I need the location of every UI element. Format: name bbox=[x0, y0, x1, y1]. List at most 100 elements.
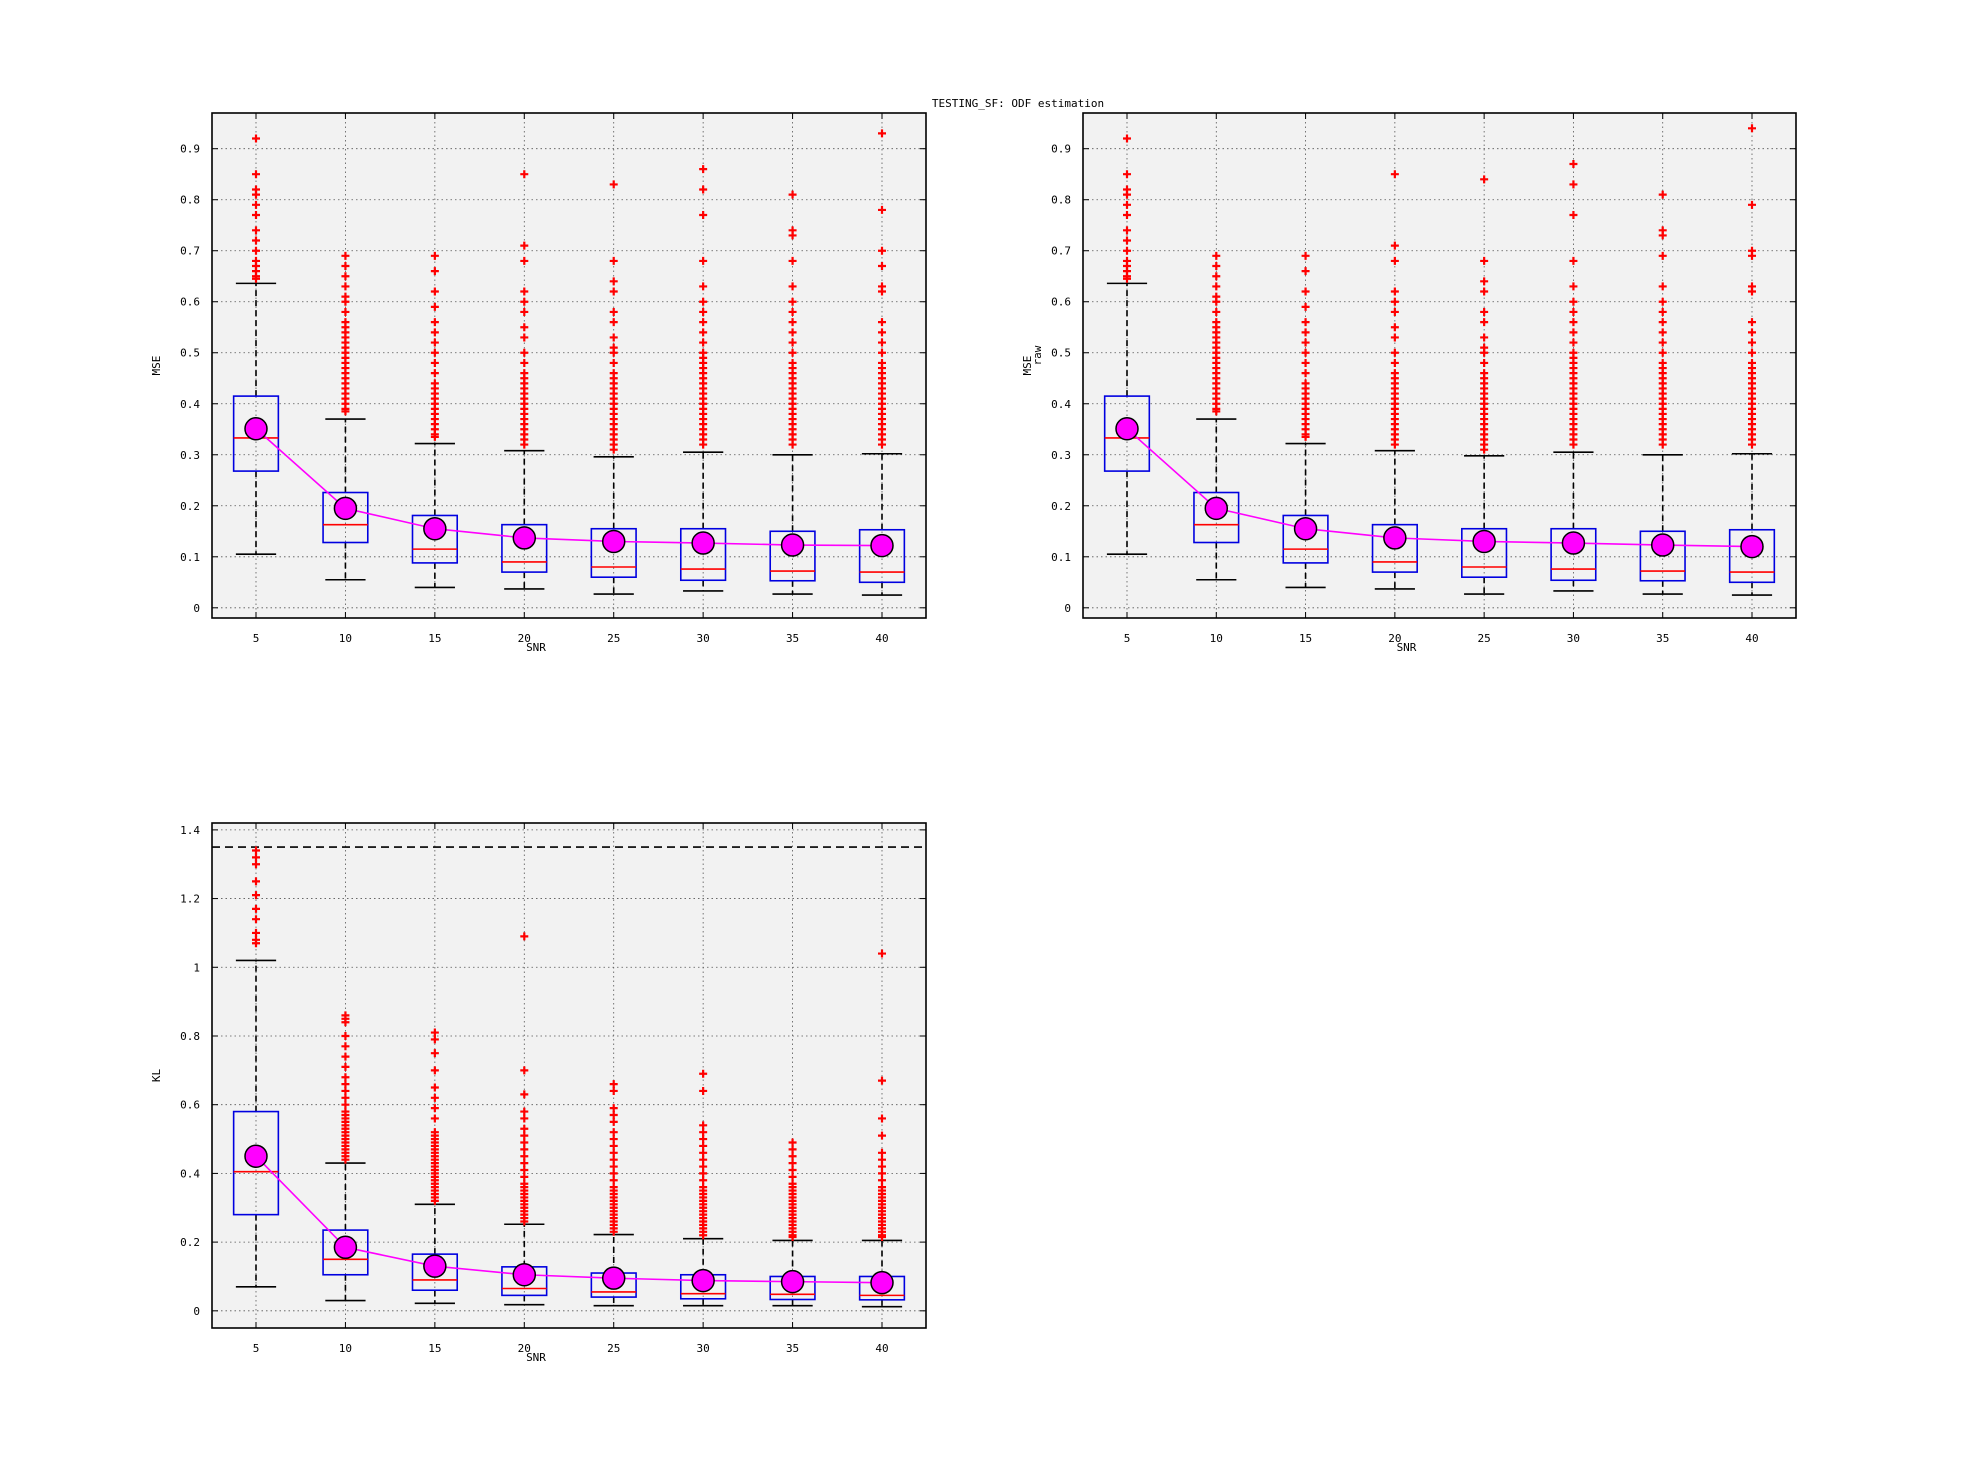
chart-panel-mse-raw: 0 0.1 0.2 0.3 0.4 0.5 0.6 0.7 0.8 0.9 5 10 15 20 25 30 3… bbox=[1021, 112, 1797, 654]
mean-marker bbox=[512, 1263, 537, 1287]
box bbox=[1639, 530, 1686, 582]
outlier-marker bbox=[878, 1176, 886, 1185]
y-tick-label: 0.2 bbox=[180, 500, 200, 513]
x-tick-label: 25 bbox=[1478, 632, 1491, 645]
y-tick-label: 0.9 bbox=[180, 143, 200, 156]
mean-marker bbox=[870, 1270, 894, 1295]
outlier-marker bbox=[1480, 287, 1489, 296]
box bbox=[1282, 514, 1329, 564]
x-tick-label: 25 bbox=[607, 632, 620, 645]
outlier-marker bbox=[341, 272, 350, 281]
outlier-marker bbox=[1390, 440, 1399, 449]
outlier-marker bbox=[430, 432, 439, 441]
outlier-marker bbox=[878, 1232, 886, 1241]
outlier-marker bbox=[252, 200, 260, 209]
outlier-marker bbox=[430, 1028, 439, 1037]
outlier-marker bbox=[788, 328, 797, 337]
outlier-marker bbox=[1212, 307, 1221, 316]
y-tick-label: 1.4 bbox=[180, 824, 200, 837]
outlier-marker bbox=[609, 1111, 618, 1120]
outlier-marker bbox=[1569, 297, 1578, 306]
outlier-marker bbox=[609, 1141, 618, 1150]
outlier-marker bbox=[430, 358, 439, 367]
outlier-marker bbox=[1390, 333, 1399, 342]
mean-line bbox=[255, 428, 883, 547]
x-tick-label: 20 bbox=[1388, 632, 1401, 645]
outlier-marker bbox=[430, 1196, 439, 1205]
outlier-marker bbox=[1390, 297, 1399, 306]
outlier-marker bbox=[252, 860, 260, 869]
outlier-marker bbox=[520, 1124, 529, 1133]
outlier-marker bbox=[341, 297, 350, 306]
outlier-marker bbox=[430, 1114, 439, 1123]
outlier-marker bbox=[1480, 175, 1489, 184]
outlier-marker bbox=[252, 226, 260, 235]
outlier-marker bbox=[609, 445, 618, 454]
y-tick-label: 0.4 bbox=[1051, 398, 1071, 411]
outlier-marker bbox=[609, 1135, 618, 1144]
y-tick-label: 0 bbox=[193, 1305, 200, 1318]
outlier-marker bbox=[1748, 348, 1756, 357]
plot-frame bbox=[1082, 112, 1797, 619]
outlier-marker bbox=[1123, 246, 1131, 255]
outlier-marker bbox=[1748, 440, 1756, 449]
outlier-marker bbox=[1301, 338, 1310, 347]
outlier-marker bbox=[341, 407, 350, 416]
y-tick-label: 0.3 bbox=[1051, 449, 1071, 462]
outlier-marker bbox=[699, 1086, 708, 1095]
outlier-marker bbox=[1390, 307, 1399, 316]
box bbox=[1103, 395, 1151, 472]
mean-marker bbox=[333, 1235, 358, 1260]
outlier-marker bbox=[788, 1232, 797, 1241]
outlier-marker bbox=[1748, 124, 1756, 133]
outlier-marker bbox=[1301, 251, 1310, 260]
outlier-marker bbox=[878, 949, 886, 958]
outlier-marker bbox=[430, 318, 439, 327]
chart-panel-mse: 0 0.1 0.2 0.3 0.4 0.5 0.6 0.7 0.8 0.9 5 10 15 20 25 30 3… bbox=[150, 112, 927, 654]
outlier-marker bbox=[1658, 440, 1667, 449]
y-axis-label: KL bbox=[150, 1069, 163, 1083]
mean-marker bbox=[512, 526, 537, 550]
outlier-marker bbox=[520, 323, 529, 332]
outlier-marker bbox=[1390, 287, 1399, 296]
outlier-marker bbox=[252, 170, 260, 179]
outlier-marker bbox=[520, 1090, 529, 1099]
mean-marker bbox=[691, 531, 715, 555]
outlier-marker bbox=[520, 348, 529, 357]
y-axis-sublabel: raw bbox=[1031, 345, 1044, 365]
mean-marker bbox=[1561, 531, 1586, 555]
y-tick-label: 1.2 bbox=[180, 893, 200, 906]
outlier-marker bbox=[341, 1062, 350, 1071]
outlier-marker bbox=[341, 282, 350, 291]
outlier-marker bbox=[252, 246, 260, 255]
outlier-marker bbox=[430, 287, 439, 296]
outlier-marker bbox=[1301, 302, 1310, 311]
outlier-marker bbox=[520, 1107, 529, 1116]
outlier-marker bbox=[878, 287, 886, 296]
outlier-marker bbox=[520, 1159, 529, 1168]
outlier-marker bbox=[520, 297, 529, 306]
x-tick-label: 15 bbox=[428, 1342, 441, 1355]
outlier-marker bbox=[252, 891, 260, 900]
outlier-marker bbox=[430, 1035, 439, 1044]
outlier-marker bbox=[341, 1093, 350, 1102]
box bbox=[322, 491, 369, 544]
box bbox=[1461, 527, 1508, 578]
box bbox=[679, 527, 727, 582]
outlier-marker bbox=[699, 1069, 708, 1078]
plot-frame bbox=[211, 822, 927, 1329]
outlier-marker bbox=[341, 1155, 350, 1164]
outlier-marker bbox=[520, 333, 529, 342]
mean-marker bbox=[601, 1266, 626, 1290]
x-tick-label: 30 bbox=[697, 632, 710, 645]
outlier-marker bbox=[609, 1104, 618, 1113]
outlier-marker bbox=[520, 1138, 529, 1147]
outlier-marker bbox=[1748, 287, 1756, 296]
outlier-marker bbox=[609, 1162, 618, 1171]
x-tick-label: 15 bbox=[1299, 632, 1312, 645]
x-tick-label: 5 bbox=[1124, 632, 1131, 645]
outlier-marker bbox=[341, 1042, 350, 1051]
outlier-marker bbox=[1569, 282, 1578, 291]
outlier-marker bbox=[609, 318, 618, 327]
mean-marker bbox=[423, 1254, 447, 1278]
